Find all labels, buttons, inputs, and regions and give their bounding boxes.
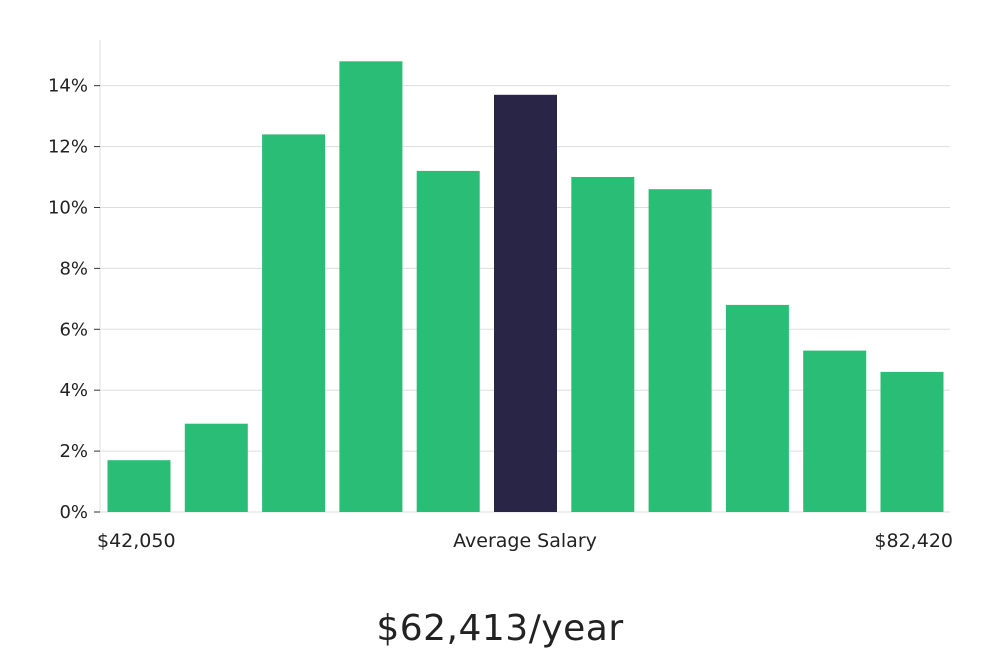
bar-5: [416, 170, 480, 512]
bar-2: [184, 423, 248, 512]
bar-4: [339, 61, 403, 513]
x-axis-labels: $42,050 Average Salary $82,420: [97, 530, 953, 552]
bar-9: [725, 304, 789, 512]
y-axis: 0% 2% 4% 6% 8% 10% 12% 14%: [48, 40, 101, 523]
bar-3: [262, 134, 326, 512]
y-tick-label-6: 6%: [59, 319, 88, 340]
bar-8: [648, 189, 712, 512]
y-tick-label-14: 14%: [48, 76, 88, 97]
salary-histogram-chart: 0% 2% 4% 6% 8% 10% 12% 14% $42,050 Average Sala…: [48, 40, 953, 552]
bar-1: [107, 460, 171, 512]
y-tick-label-0: 0%: [59, 502, 88, 523]
y-tick-label-12: 12%: [48, 137, 88, 158]
x-label-max: $82,420: [874, 530, 953, 552]
bar-10: [803, 350, 867, 512]
y-tick-label-8: 8%: [59, 258, 88, 279]
x-label-average-salary: Average Salary: [453, 530, 597, 552]
x-label-min: $42,050: [97, 530, 176, 552]
bar-average-salary: [494, 94, 557, 513]
bar-7: [571, 177, 635, 512]
bars: [107, 61, 944, 513]
bar-11: [880, 371, 944, 512]
y-tick-label-10: 10%: [48, 197, 88, 218]
y-tick-label-4: 4%: [59, 380, 88, 401]
average-salary-headline: $62,413/year: [376, 608, 624, 649]
y-tick-label-2: 2%: [59, 441, 88, 462]
